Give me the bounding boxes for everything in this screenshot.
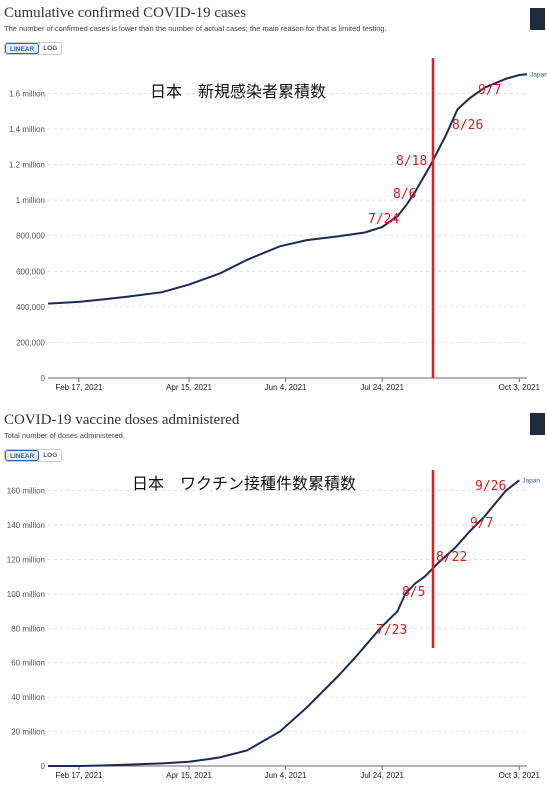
y-tick-label: 400,000 [16,303,45,312]
japanese-annotation-heading: 日本 ワクチン接種件数累積数 [132,474,356,493]
y-tick-label: 1.6 million [9,89,45,98]
x-tick-label: Feb 17, 2021 [55,771,103,780]
y-tick-label: 1.2 million [9,161,45,170]
x-tick-label: Feb 17, 2021 [55,383,103,392]
cases-linear-button[interactable]: LINEAR [5,43,40,54]
owid-logo [530,413,545,435]
y-tick-label: 200,000 [16,338,45,347]
japanese-annotation-heading: 日本 新規感染者累積数 [150,82,326,101]
owid-logo [530,8,545,30]
x-tick-label: Oct 3, 2021 [499,771,541,780]
cases-chart-title: Cumulative confirmed COVID-19 cases [4,5,247,21]
cases-chart-subtitle: The number of confirmed cases is lower t… [4,24,387,33]
x-tick-label: Oct 3, 2021 [499,383,541,392]
cases-scale-toggle: LINEAR LOG [4,42,63,55]
y-tick-label: 0 [41,762,46,771]
y-tick-label: 40 million [11,693,45,702]
date-annotation: 9/26 [475,479,506,494]
y-tick-label: 80 million [11,624,45,633]
date-annotation: 8/22 [436,550,467,565]
y-tick-label: 140 million [7,521,45,530]
series-line [48,479,520,767]
x-tick-label: Apr 15, 2021 [166,383,212,392]
vaccine-chart-subtitle: Total number of doses administered. [4,431,125,440]
vaccine-linear-button[interactable]: LINEAR [5,450,40,461]
x-tick-label: Apr 15, 2021 [166,771,212,780]
x-tick-label: Jun 4, 2021 [265,383,307,392]
date-annotation: 8/26 [452,118,483,133]
x-tick-label: Jul 24, 2021 [360,771,404,780]
series-label: Japan [522,477,540,484]
x-tick-label: Jun 4, 2021 [265,771,307,780]
cases-log-button[interactable]: LOG [43,45,58,52]
y-tick-label: 600,000 [16,267,45,276]
y-tick-label: 120 million [7,555,45,564]
date-annotation: 9/7 [470,516,493,531]
y-tick-label: 20 million [11,728,45,737]
date-annotation: 7/24 [368,212,399,227]
y-tick-label: 100 million [7,590,45,599]
y-tick-label: 1 million [16,196,45,205]
y-tick-label: 1.4 million [9,125,45,134]
vaccine-log-button[interactable]: LOG [43,452,58,459]
y-tick-label: 0 [41,374,46,383]
y-tick-label: 800,000 [16,232,45,241]
series-line [47,73,528,305]
date-annotation: 8/5 [402,585,425,600]
series-label: Japan [530,71,547,78]
y-tick-label: 160 million [7,487,45,496]
date-annotation: 8/18 [396,154,427,169]
vaccine-scale-toggle: LINEAR LOG [4,449,63,462]
date-annotation: 8/6 [393,187,416,202]
y-tick-label: 60 million [11,659,45,668]
date-annotation: 9/7 [478,83,501,98]
date-annotation: 7/23 [376,623,407,638]
vaccine-chart-title: COVID-19 vaccine doses administered [4,412,240,428]
x-tick-label: Jul 24, 2021 [360,383,404,392]
